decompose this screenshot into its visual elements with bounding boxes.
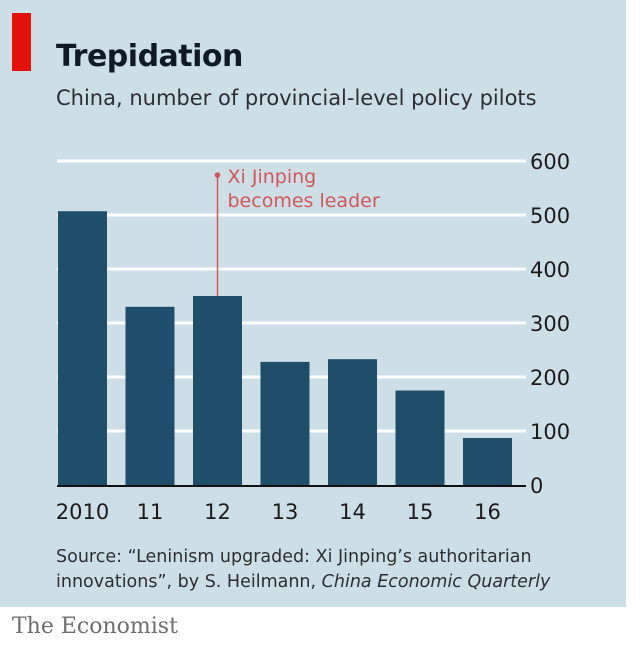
bar — [193, 296, 242, 485]
bar — [395, 390, 445, 485]
x-tick-label: 2010 — [56, 500, 109, 524]
source-text: Source: “Leninism upgraded: Xi Jinping’s… — [56, 547, 532, 592]
y-tick-label: 200 — [530, 366, 570, 390]
chart-subtitle: China, number of provincial-level policy… — [56, 86, 537, 110]
bar-chart: 0 100 200 300 400 500 600 2010 11 12 13 14 15 16 Xi Ji… — [56, 150, 570, 524]
x-tick-label: 11 — [137, 500, 164, 524]
annotation-label: Xi Jinping — [228, 166, 317, 188]
bar — [463, 438, 512, 485]
chart-title: Trepidation — [56, 39, 243, 74]
y-tick-label: 600 — [530, 150, 570, 174]
bar — [58, 211, 107, 485]
bar — [328, 359, 377, 485]
source-note: Source: “Leninism upgraded: Xi Jinping’s… — [56, 545, 616, 595]
brand-red-tab — [12, 13, 31, 71]
bar — [260, 361, 310, 485]
x-tick-label: 15 — [407, 500, 434, 524]
x-tick-label: 13 — [272, 500, 299, 524]
publisher-logo: The Economist — [12, 614, 178, 639]
x-tick-label: 14 — [339, 500, 366, 524]
y-tick-label: 0 — [530, 474, 543, 498]
y-tick-label: 400 — [530, 258, 570, 282]
y-tick-label: 100 — [530, 420, 570, 444]
source-journal: China Economic Quarterly — [321, 572, 551, 592]
y-tick-label: 300 — [530, 312, 570, 336]
bar — [125, 306, 175, 485]
y-tick-label: 500 — [530, 204, 570, 228]
x-tick-label: 16 — [474, 500, 501, 524]
annotation-dot — [214, 172, 221, 178]
x-tick-label: 12 — [204, 500, 231, 524]
annotation-label: becomes leader — [228, 190, 380, 212]
